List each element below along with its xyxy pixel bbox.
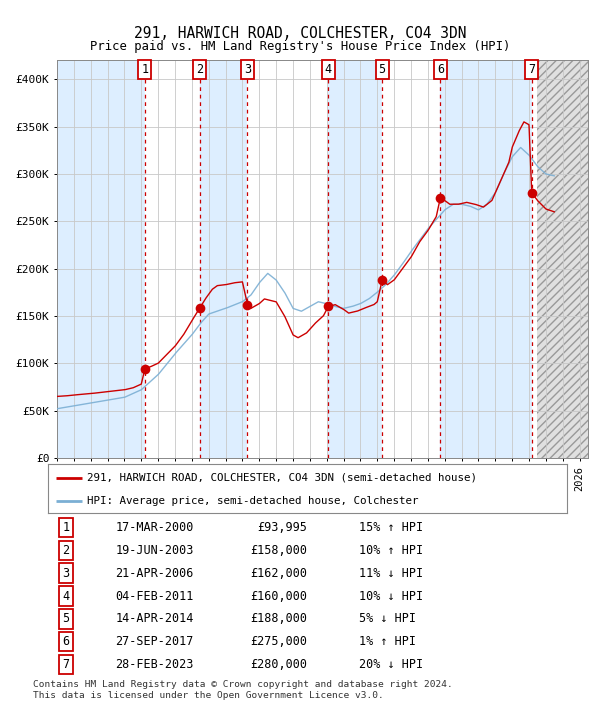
Text: 21-APR-2006: 21-APR-2006 bbox=[115, 567, 194, 580]
Bar bbox=[440, 60, 532, 458]
Text: 7: 7 bbox=[528, 63, 535, 76]
Text: HPI: Average price, semi-detached house, Colchester: HPI: Average price, semi-detached house,… bbox=[87, 496, 418, 506]
Text: 14-APR-2014: 14-APR-2014 bbox=[115, 612, 194, 626]
Text: £188,000: £188,000 bbox=[251, 612, 308, 626]
Text: 5% ↓ HPI: 5% ↓ HPI bbox=[359, 612, 416, 626]
Text: £158,000: £158,000 bbox=[251, 544, 308, 557]
Text: 11% ↓ HPI: 11% ↓ HPI bbox=[359, 567, 424, 580]
Text: 10% ↓ HPI: 10% ↓ HPI bbox=[359, 589, 424, 603]
Text: 6: 6 bbox=[62, 635, 70, 648]
Bar bbox=[382, 60, 440, 458]
Bar bbox=[57, 60, 145, 458]
Text: 3: 3 bbox=[244, 63, 251, 76]
Text: 7: 7 bbox=[62, 658, 70, 671]
Bar bbox=[328, 60, 382, 458]
Text: £162,000: £162,000 bbox=[251, 567, 308, 580]
Text: £93,995: £93,995 bbox=[257, 521, 308, 534]
Text: 27-SEP-2017: 27-SEP-2017 bbox=[115, 635, 194, 648]
Text: 2: 2 bbox=[196, 63, 203, 76]
Text: 20% ↓ HPI: 20% ↓ HPI bbox=[359, 658, 424, 671]
Text: Contains HM Land Registry data © Crown copyright and database right 2024.
This d: Contains HM Land Registry data © Crown c… bbox=[33, 680, 453, 699]
Bar bbox=[532, 60, 538, 458]
Text: 6: 6 bbox=[437, 63, 444, 76]
Text: 5: 5 bbox=[379, 63, 386, 76]
Bar bbox=[538, 60, 588, 458]
Text: £280,000: £280,000 bbox=[251, 658, 308, 671]
Text: 19-JUN-2003: 19-JUN-2003 bbox=[115, 544, 194, 557]
Text: 3: 3 bbox=[62, 567, 70, 580]
Bar bbox=[145, 60, 200, 458]
Text: £275,000: £275,000 bbox=[251, 635, 308, 648]
Text: 1% ↑ HPI: 1% ↑ HPI bbox=[359, 635, 416, 648]
Text: 291, HARWICH ROAD, COLCHESTER, CO4 3DN: 291, HARWICH ROAD, COLCHESTER, CO4 3DN bbox=[134, 26, 466, 41]
Bar bbox=[247, 60, 328, 458]
Text: 17-MAR-2000: 17-MAR-2000 bbox=[115, 521, 194, 534]
Text: Price paid vs. HM Land Registry's House Price Index (HPI): Price paid vs. HM Land Registry's House … bbox=[90, 40, 510, 53]
Text: 1: 1 bbox=[141, 63, 148, 76]
Text: 1: 1 bbox=[62, 521, 70, 534]
Text: 5: 5 bbox=[62, 612, 70, 626]
Text: 4: 4 bbox=[325, 63, 332, 76]
Text: 2: 2 bbox=[62, 544, 70, 557]
Text: 04-FEB-2011: 04-FEB-2011 bbox=[115, 589, 194, 603]
Text: 291, HARWICH ROAD, COLCHESTER, CO4 3DN (semi-detached house): 291, HARWICH ROAD, COLCHESTER, CO4 3DN (… bbox=[87, 473, 477, 483]
Bar bbox=[200, 60, 247, 458]
Text: 15% ↑ HPI: 15% ↑ HPI bbox=[359, 521, 424, 534]
Text: 10% ↑ HPI: 10% ↑ HPI bbox=[359, 544, 424, 557]
Text: 4: 4 bbox=[62, 589, 70, 603]
Text: £160,000: £160,000 bbox=[251, 589, 308, 603]
Text: 28-FEB-2023: 28-FEB-2023 bbox=[115, 658, 194, 671]
